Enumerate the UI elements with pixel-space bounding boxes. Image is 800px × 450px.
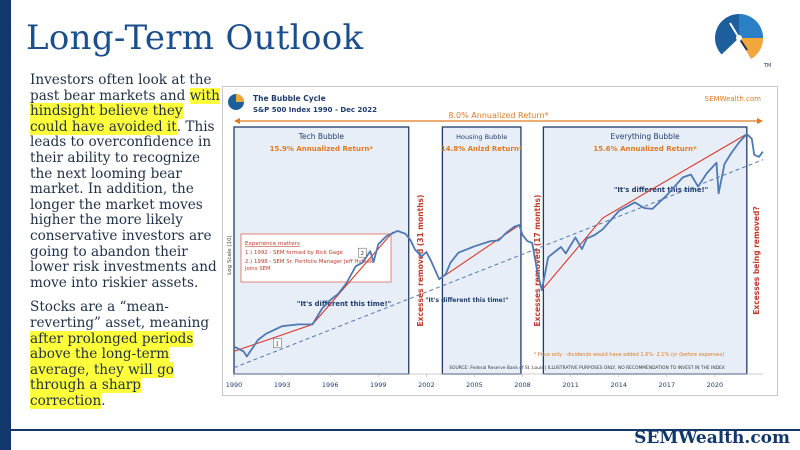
sp500-index-line <box>233 133 764 358</box>
p2-text-c: . <box>101 392 106 409</box>
p2-highlight: after prolonged periods above the long-t… <box>30 330 194 409</box>
overall-return-label: 8.0% Annualized Return* <box>448 111 548 120</box>
period-quote: "It's different this time!" <box>425 297 508 304</box>
period-name: Everything Bubble <box>611 132 680 141</box>
x-tick-label: 2014 <box>610 381 627 389</box>
bubble-cycle-chart: The Bubble Cycle S&P 500 Index 1990 - Dec… <box>226 94 764 389</box>
page-title: Long-Term Outlook <box>26 18 364 58</box>
period-quote: "It's different this time!" <box>297 300 391 308</box>
period-return-label: 15.9% Annualized Return* <box>270 145 374 153</box>
period-return-label: 14.8% Anlzd Return* <box>441 145 523 153</box>
footnote: * Price only - dividends would have adde… <box>534 352 725 358</box>
period-return-label: 15.6% Annualized Return* <box>593 145 697 153</box>
x-tick-label: 2011 <box>562 381 579 389</box>
correction-label: Excesses removed (17 months) <box>533 195 542 327</box>
x-tick-label: 1990 <box>226 381 243 389</box>
chart-brand: SEMWealth.com <box>705 95 761 103</box>
footer-divider <box>11 429 800 431</box>
p2-text-a: Stocks are a “mean-reverting” asset, mea… <box>30 299 210 331</box>
timeline-marker-label: 1 <box>276 341 280 347</box>
overall-return-arrow-right-head <box>757 118 763 124</box>
experience-item: 1.) 1992 - SEM formed by Rick Gage <box>245 250 344 256</box>
paragraph-hindsight: Investors often look at the past bear ma… <box>30 72 220 291</box>
timeline-marker <box>357 247 367 258</box>
left-accent-bar <box>0 0 11 450</box>
chart-frame: The Bubble Cycle S&P 500 Index 1990 - Dec… <box>222 86 778 396</box>
trend-line-long-term <box>233 159 764 369</box>
footer-brand: SEMWealth.com <box>634 428 790 448</box>
experience-title: Experience matters <box>245 241 300 247</box>
correction-label: Excesses removed (31 months) <box>416 195 425 327</box>
sem-compass-logo-icon: TM <box>715 14 771 69</box>
x-tick-label: 2002 <box>418 381 435 389</box>
period-box <box>542 126 748 375</box>
experience-item: 2.) 1998 - SEM Sr. Portfolio Manager Jef… <box>244 259 374 272</box>
x-tick-label: 1996 <box>322 381 339 389</box>
paragraph-mean-reverting: Stocks are a “mean-reverting” asset, mea… <box>30 300 220 409</box>
overall-return-arrow-left-head <box>234 118 240 124</box>
y-axis-label: Log Scale (10) <box>227 235 233 274</box>
p1-text-a: Investors often look at the past bear ma… <box>30 72 212 104</box>
chart-subtitle: S&P 500 Index 1990 - Dec 2022 <box>253 106 377 114</box>
period-quote: "It's different this time!" <box>614 186 708 194</box>
x-tick-label: 2017 <box>659 381 676 389</box>
x-tick-label: 1999 <box>370 381 387 389</box>
x-tick-label: 2008 <box>514 381 531 389</box>
timeline-marker-label: 2 <box>360 251 364 257</box>
x-tick-label: 2020 <box>707 381 724 389</box>
correction-label: Excesses being removed? <box>752 206 761 314</box>
period-name: Tech Bubble <box>298 132 345 141</box>
period-name: Housing Bubble <box>456 133 507 141</box>
x-tick-label: 2005 <box>466 381 483 389</box>
p1-text-c: . This leads to overconfidence in their … <box>30 118 217 291</box>
body-text: Investors often look at the past bear ma… <box>30 72 220 418</box>
x-tick-label: 1993 <box>274 381 291 389</box>
chart-title: The Bubble Cycle <box>253 94 326 103</box>
chart-logo-accent-icon <box>236 94 244 102</box>
source-note: SOURCE: Federal Reserve Bank of St. Loui… <box>449 365 725 371</box>
svg-text:TM: TM <box>763 63 771 69</box>
trend-line-period <box>541 133 748 291</box>
timeline-marker <box>273 338 282 348</box>
